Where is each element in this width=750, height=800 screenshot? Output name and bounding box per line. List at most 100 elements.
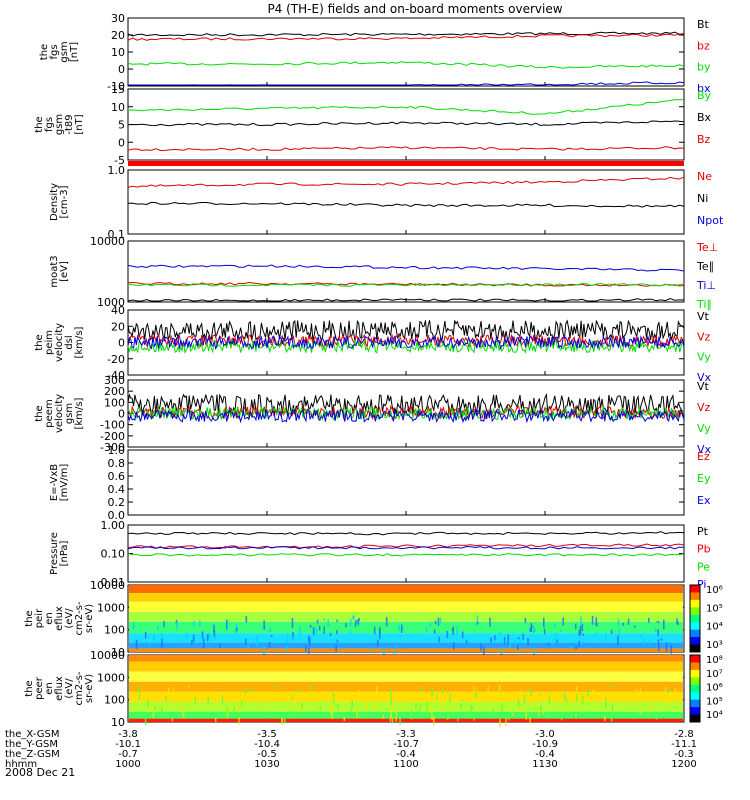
- colorbar-segment: [690, 655, 700, 663]
- y-tick-label: 0.10: [101, 548, 126, 561]
- series-line: [127, 553, 685, 557]
- colorbar-segment: [690, 585, 700, 593]
- spectrogram-cell: [319, 692, 322, 700]
- y-tick-label: 0.8: [108, 457, 126, 470]
- spectrogram-cell: [441, 703, 444, 710]
- spectrogram-cell: [306, 691, 309, 697]
- spectrogram-cell: [439, 697, 442, 704]
- ephemeris-value: -0.4: [396, 749, 416, 760]
- spectrogram-cell: [452, 642, 455, 650]
- y-axis-label: the fgs gsm [nT]: [39, 41, 80, 62]
- spectrogram-cell: [542, 711, 544, 715]
- ephemeris-value: 1030: [254, 759, 279, 770]
- spectrogram-cell: [604, 715, 606, 722]
- y-tick-label: 0: [118, 337, 125, 350]
- spectrogram-cell: [431, 712, 433, 721]
- spectrogram-cell: [263, 620, 265, 629]
- y-axis-label: Pressure [nPa]: [49, 532, 70, 575]
- y-axis-label-line: the: [34, 116, 45, 132]
- y-tick-label: 30: [111, 12, 125, 25]
- y-axis-label-line: moat3: [49, 255, 60, 287]
- spectrogram-cell: [414, 691, 417, 701]
- legend-entry: Vx: [697, 443, 712, 456]
- spectrogram-cell: [260, 698, 262, 708]
- spectrogram-cell: [468, 710, 470, 718]
- spectrogram-cell: [562, 694, 565, 704]
- y-axis-label-line: [km/s]: [74, 326, 85, 358]
- spectrogram-cell: [523, 694, 526, 704]
- series-line: [127, 545, 685, 550]
- spectrogram-cell: [176, 621, 178, 630]
- spectrogram-cell: [251, 688, 253, 692]
- panel-2: 15 10 5 0 -5 the fgs gsm -t89 [nT] By Bx Bz: [34, 83, 712, 167]
- spectrogram-cell: [635, 688, 638, 693]
- spectrogram-cell: [677, 621, 679, 626]
- series-line: [127, 61, 685, 69]
- spectrogram-cell: [512, 712, 514, 716]
- spectrogram-cell: [349, 707, 352, 712]
- spectrogram-cell: [144, 718, 147, 725]
- spectrogram-cell: [368, 646, 371, 650]
- y-axis-label-line: -t89: [64, 114, 75, 134]
- spectrogram-cell: [394, 644, 396, 654]
- spectrogram-cell: [286, 645, 288, 651]
- colorbar-label: 10⁸: [706, 655, 723, 666]
- spectrogram-cell: [238, 717, 240, 725]
- spectrogram-cell: [160, 707, 163, 717]
- y-axis-label-line: [nT]: [74, 114, 85, 134]
- spectrogram-cell: [379, 691, 382, 699]
- spectrogram-cell: [269, 628, 271, 633]
- y-axis-label-line: [mV/m]: [59, 464, 70, 502]
- y-axis-label-line: cm2-s-: [74, 601, 85, 635]
- spectrogram-cell: [473, 686, 475, 694]
- y-axis-label-line: [nT]: [69, 42, 80, 62]
- spectrogram-cell: [135, 639, 138, 649]
- y-tick-label: -200: [100, 430, 125, 443]
- spectrogram-cell: [214, 717, 217, 723]
- spectrogram-cell: [383, 647, 385, 657]
- ephemeris-value: -10.4: [254, 739, 280, 750]
- spectrogram-cell: [263, 646, 265, 655]
- y-tick-label: 0: [118, 63, 125, 76]
- spectrogram-cell: [193, 621, 195, 627]
- legend-entry: Te⊥: [696, 241, 718, 254]
- spectrogram-cell: [358, 619, 360, 627]
- y-axis-label: the fgs gsm -t89 [nT]: [34, 114, 85, 135]
- panel-7: 1.00.80.60.40.20.0 E=-VxB [mV/m] Ez Ey Ex: [49, 444, 711, 522]
- spectrogram-cell: [399, 717, 401, 725]
- spectrogram-cell: [138, 693, 141, 700]
- spectrogram-cell: [213, 629, 216, 637]
- spectrogram: [129, 585, 683, 657]
- spectrogram-cell: [448, 694, 451, 702]
- spectrogram-cell: [575, 646, 577, 650]
- spectrogram-cell: [437, 617, 440, 626]
- y-tick-label: 10000: [90, 579, 125, 592]
- spectrogram-cell: [533, 646, 535, 655]
- spectrogram-cell: [373, 705, 375, 710]
- spectrogram-cell: [520, 704, 522, 712]
- series-line: [127, 405, 685, 422]
- spectrogram-cell: [663, 619, 665, 630]
- spectrogram-cell: [567, 706, 570, 709]
- separator-bar: [128, 161, 684, 166]
- spectrogram-cell: [245, 638, 247, 645]
- spectrogram-cell: [518, 713, 520, 716]
- spectrogram-cell: [522, 633, 524, 640]
- spectrogram-cell: [591, 615, 594, 625]
- series-line: [127, 176, 685, 188]
- legend-entry: Vy: [697, 422, 711, 435]
- spectrogram-cell: [156, 626, 159, 630]
- spectrogram-band: [129, 655, 683, 662]
- y-axis-label: E=-VxB [mV/m]: [49, 464, 70, 502]
- panel-9: 10000 1000 100 10 the peir en eflux (eV/cm2-s-sr…: [24, 579, 723, 659]
- y-axis-label-line: peem: [44, 399, 55, 427]
- spectrogram-cell: [587, 689, 589, 697]
- spectrogram-cell: [341, 708, 343, 713]
- spectrogram-cell: [182, 709, 185, 719]
- spectrogram-cell: [410, 709, 413, 720]
- colorbar-segment: [690, 692, 700, 701]
- legend-entry: bx: [697, 82, 711, 95]
- spectrogram-cell: [664, 687, 667, 693]
- spectrogram-cell: [439, 617, 442, 624]
- colorbar-segment: [690, 629, 700, 638]
